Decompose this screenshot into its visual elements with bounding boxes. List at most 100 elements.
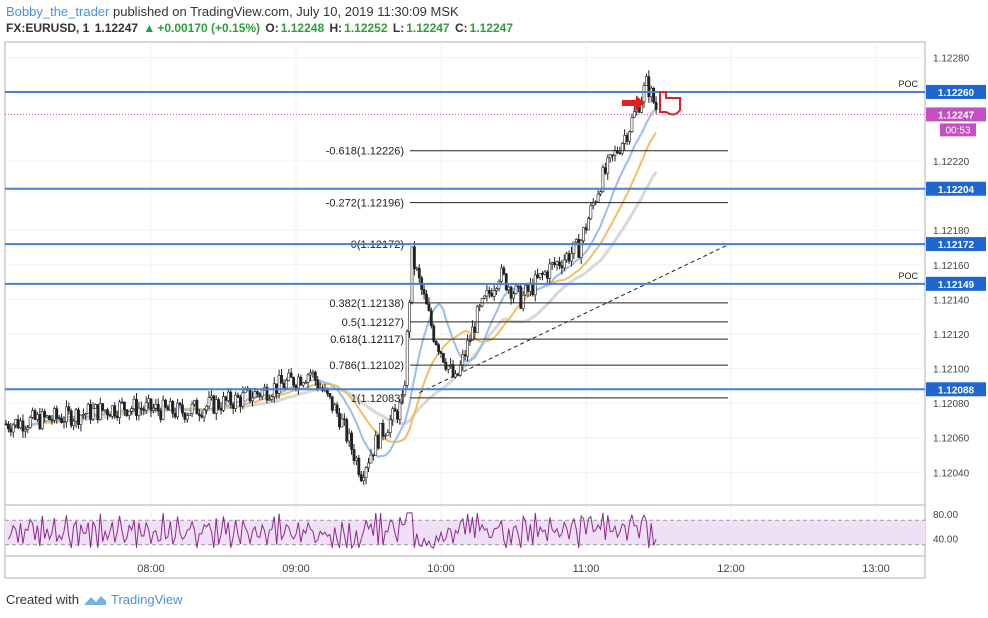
candle-body xyxy=(628,131,631,142)
open-value: 1.12248 xyxy=(280,21,325,35)
candle-body xyxy=(509,286,513,299)
fib-label: 1(1.12083) xyxy=(351,393,404,405)
candle-body xyxy=(483,295,486,299)
candle-body xyxy=(9,428,13,433)
candle-body xyxy=(454,373,457,378)
price-tick-label: 1.12220 xyxy=(933,157,970,168)
candle-body xyxy=(60,418,63,423)
poc-label: POC xyxy=(898,79,918,89)
candle-body xyxy=(589,205,593,219)
candle-body xyxy=(579,240,583,258)
candle-body xyxy=(142,408,146,411)
candle-body xyxy=(388,419,392,433)
price-tick-label: 1.12280 xyxy=(933,53,970,64)
price-tick-label: 1.12160 xyxy=(933,261,970,272)
tradingview-link[interactable]: TradingView xyxy=(110,592,183,607)
candle-body xyxy=(176,402,179,418)
candle-body xyxy=(524,285,527,296)
candle-body xyxy=(350,432,353,450)
level-price-tag xyxy=(926,84,986,99)
change: +0.00170 (+0.15%) xyxy=(157,21,261,35)
annotations xyxy=(622,91,681,116)
candle-body xyxy=(224,396,228,401)
candle-body xyxy=(468,340,472,342)
candle-body xyxy=(297,376,300,389)
candle-body xyxy=(442,353,445,363)
candle-body xyxy=(507,286,511,291)
candle-body xyxy=(340,418,344,428)
candle-body xyxy=(79,414,83,425)
candle-body xyxy=(463,354,467,357)
candle-body xyxy=(466,340,469,357)
candle-body xyxy=(645,76,648,86)
candle-body xyxy=(362,477,366,482)
candle-body xyxy=(52,408,56,421)
high-value: 1.12252 xyxy=(344,21,388,35)
candle-body xyxy=(487,290,491,294)
time-tick-label: 11:00 xyxy=(573,563,600,575)
candle-body xyxy=(55,408,59,419)
author-link[interactable]: Bobby_the_trader xyxy=(6,4,110,19)
candle-body xyxy=(45,415,49,418)
candle-body xyxy=(173,413,177,418)
candle-body xyxy=(606,157,610,174)
time-tick-label: 13:00 xyxy=(862,563,890,575)
candle-body xyxy=(446,365,450,370)
candle-body xyxy=(193,400,196,405)
candle-body xyxy=(299,376,303,386)
candle-body xyxy=(342,418,346,421)
candle-body xyxy=(456,373,460,376)
candle-body xyxy=(31,410,34,418)
candle-body xyxy=(591,202,595,206)
candle-body xyxy=(444,361,448,370)
candle-body xyxy=(367,462,370,469)
candle-body xyxy=(62,421,66,424)
candle-body xyxy=(178,402,182,406)
symbol: FX:EURUSD, 1 xyxy=(6,21,90,35)
candle-body xyxy=(330,396,334,411)
candle-body xyxy=(166,406,170,411)
publish-line: Bobby_the_trader published on TradingVie… xyxy=(6,4,459,19)
candle-body xyxy=(152,407,155,411)
candle-body xyxy=(574,239,578,243)
close-value: 1.12247 xyxy=(469,21,514,35)
candle-body xyxy=(654,102,658,110)
candle-body xyxy=(229,391,233,405)
fib-label: 0.786(1.12102) xyxy=(329,360,404,372)
candle-body xyxy=(359,474,363,482)
candle-body xyxy=(161,399,165,420)
candle-body xyxy=(567,253,571,262)
candle-body xyxy=(475,306,479,333)
candle-body xyxy=(251,397,254,402)
candle-body xyxy=(355,457,358,461)
level-price-label: 1.12172 xyxy=(938,240,975,251)
red-arrow-icon xyxy=(622,95,644,111)
candle-body xyxy=(197,413,201,416)
candle-body xyxy=(200,415,204,418)
candle-body xyxy=(425,293,428,305)
candle-body xyxy=(144,402,148,411)
candle-body xyxy=(538,273,542,278)
candle-body xyxy=(553,262,556,266)
candle-body xyxy=(533,274,537,296)
candle-body xyxy=(236,394,240,398)
level-price-label: 1.12204 xyxy=(938,185,975,196)
candle-body xyxy=(570,253,573,262)
candle-body xyxy=(57,417,61,420)
candle-body xyxy=(241,392,245,407)
low-label: L: xyxy=(392,21,405,35)
candle-body xyxy=(120,401,124,404)
candle-body xyxy=(429,310,433,327)
candle-body xyxy=(304,382,308,384)
candle-body xyxy=(599,191,602,195)
candle-body xyxy=(519,286,523,309)
candle-body xyxy=(415,267,419,270)
candle-body xyxy=(195,400,199,415)
candle-body xyxy=(376,435,380,449)
candle-body xyxy=(94,404,97,409)
candle-body xyxy=(139,407,143,410)
candle-body xyxy=(328,393,332,397)
countdown-tag xyxy=(940,123,976,137)
candle-body xyxy=(130,408,134,412)
